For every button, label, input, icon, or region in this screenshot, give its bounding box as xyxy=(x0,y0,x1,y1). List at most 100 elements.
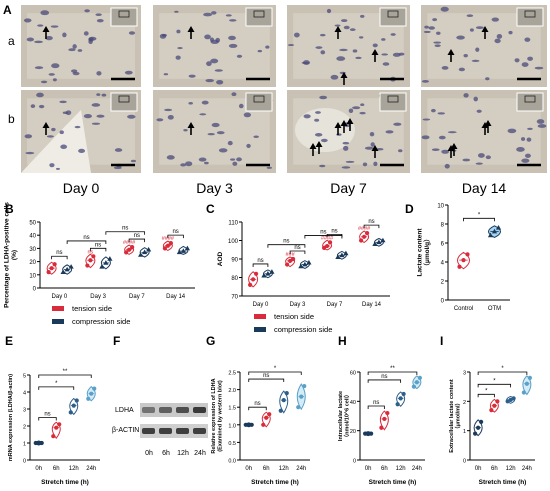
cell-nucleus xyxy=(96,114,105,118)
data-point-tension xyxy=(254,271,259,276)
y-tick-label: 30 xyxy=(29,247,36,253)
cell-nucleus xyxy=(359,111,366,115)
cell-nucleus xyxy=(88,39,93,45)
data-point xyxy=(476,425,481,430)
significance-bracket-pair xyxy=(51,255,68,260)
blot-lane-label: 12h xyxy=(177,450,189,457)
arrow-head xyxy=(346,118,354,124)
legend-label-compression: compression side xyxy=(72,317,130,326)
cell-nucleus xyxy=(364,146,374,150)
cell-nucleus xyxy=(438,135,446,140)
cell-nucleus xyxy=(352,106,361,110)
cell-nucleus xyxy=(441,66,449,70)
data-point xyxy=(246,422,251,427)
cell-nucleus xyxy=(341,166,351,169)
cell-nucleus xyxy=(334,24,341,27)
data-point xyxy=(39,440,44,446)
cell-nucleus xyxy=(336,56,346,61)
data-point-compression xyxy=(64,266,70,272)
significance-label: ns xyxy=(381,374,387,380)
y-tick-label: 8 xyxy=(441,223,445,229)
inset-box xyxy=(118,95,130,103)
violin xyxy=(279,390,289,414)
cell-nucleus xyxy=(207,133,215,136)
y-tick-label: 110 xyxy=(228,221,238,227)
significance-bracket-pair xyxy=(252,263,269,267)
y-axis-label: （μmol/g） xyxy=(423,235,431,269)
cell-nucleus xyxy=(507,128,517,134)
cell-nucleus xyxy=(46,135,54,138)
x-tick-label: 6h xyxy=(381,466,388,472)
significance-bracket xyxy=(38,374,92,378)
arrow-head xyxy=(450,143,458,149)
cell-nucleus xyxy=(167,114,174,120)
cell-nucleus xyxy=(188,102,193,105)
cell-nucleus xyxy=(475,47,480,52)
arrow-head xyxy=(481,26,489,32)
significance-bracket-pair xyxy=(363,224,380,229)
data-point-compression xyxy=(99,264,105,269)
data-point-tension xyxy=(165,243,170,248)
data-point-compression xyxy=(138,252,144,257)
cell-nucleus xyxy=(393,122,402,126)
cell-nucleus xyxy=(422,118,431,121)
data-point-compression xyxy=(339,252,345,258)
cell-nucleus xyxy=(362,162,368,167)
significance-bracket-pair xyxy=(128,238,146,243)
data-point xyxy=(527,375,532,380)
significance-vs-day0: #### xyxy=(123,240,136,246)
cell-nucleus xyxy=(25,151,35,155)
arrow-head xyxy=(187,26,195,32)
cell-nucleus xyxy=(524,37,531,42)
cell-nucleus xyxy=(30,104,36,108)
cell-nucleus xyxy=(166,155,175,160)
cell-nucleus xyxy=(514,58,520,63)
x-tick-label: 6h xyxy=(491,466,498,472)
cell-nucleus xyxy=(156,118,164,122)
cell-nucleus xyxy=(238,103,244,109)
significance-bracket xyxy=(248,371,302,375)
significance-bracket-pair xyxy=(289,250,306,254)
cell-nucleus xyxy=(218,148,228,153)
significance-bracket xyxy=(367,371,418,375)
cell-nucleus xyxy=(314,132,323,137)
significance-bracket xyxy=(38,417,57,421)
data-point xyxy=(243,422,248,427)
cell-nucleus xyxy=(51,127,56,132)
cell-nucleus xyxy=(91,103,101,107)
significance-label: * xyxy=(501,366,504,372)
cell-nucleus xyxy=(72,44,77,49)
y-tick-label: 2 xyxy=(23,425,26,431)
data-point xyxy=(461,258,466,263)
cell-nucleus xyxy=(128,31,136,35)
data-point xyxy=(264,415,269,420)
y-axis-label: (%) xyxy=(11,250,18,260)
cell-nucleus xyxy=(40,10,50,16)
cell-nucleus xyxy=(34,40,43,44)
day-label: Day 3 xyxy=(196,180,233,196)
cell-nucleus xyxy=(243,112,252,118)
data-point-tension xyxy=(365,231,370,236)
cell-nucleus xyxy=(34,66,44,70)
cell-nucleus xyxy=(341,19,348,23)
cell-nucleus xyxy=(72,71,80,76)
x-axis-label: Stretch time (h) xyxy=(251,479,299,486)
y-axis-label: Extracellular lactate content xyxy=(449,379,455,453)
significance-bracket xyxy=(38,386,75,390)
significance-label: * xyxy=(493,378,496,384)
cell-nucleus xyxy=(130,159,137,163)
cell-nucleus xyxy=(232,161,238,166)
cell-nucleus xyxy=(59,130,64,135)
cell-nucleus xyxy=(436,31,441,35)
y-tick-label: 0 xyxy=(353,459,356,465)
legend-label-tension: tension side xyxy=(72,304,112,313)
x-tick-label: Day 0 xyxy=(52,294,68,300)
data-point xyxy=(299,394,304,399)
cell-nucleus xyxy=(390,33,396,36)
cell-nucleus xyxy=(83,31,89,36)
significance-label: ns xyxy=(83,235,89,241)
blot-lane-label: 0h xyxy=(145,450,153,457)
cell-nucleus xyxy=(421,80,429,83)
blot-band-ldha xyxy=(159,407,172,413)
data-point-compression xyxy=(269,269,275,274)
